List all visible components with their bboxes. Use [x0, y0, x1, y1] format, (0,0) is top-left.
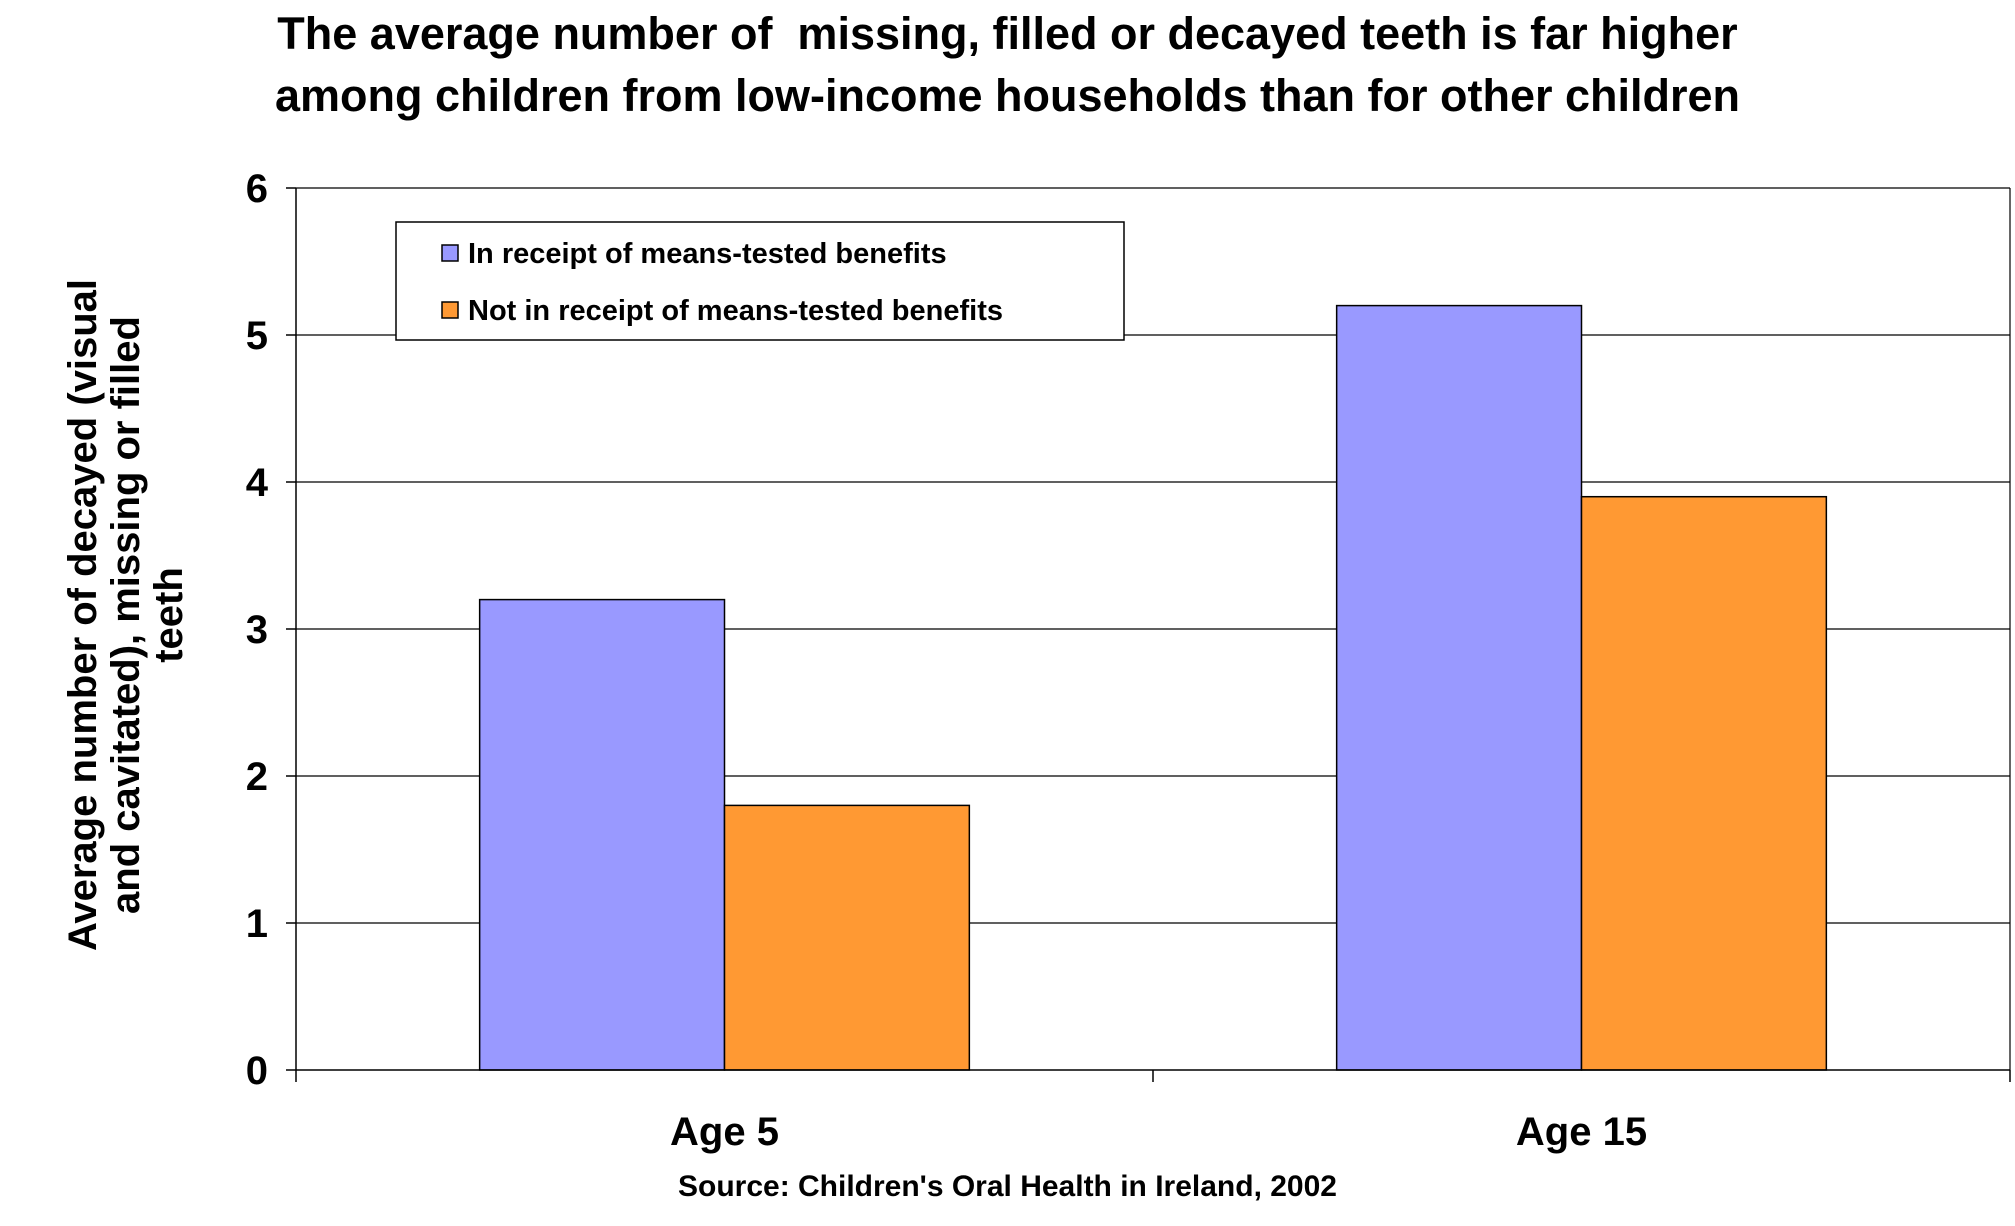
y-tick-label-5: 5	[246, 314, 268, 358]
y-tick-label-2: 2	[246, 755, 268, 799]
legend-label-series-1: In receipt of means-tested benefits	[468, 238, 947, 270]
x-tick-label-age-15: Age 15	[1516, 1110, 1647, 1154]
axes	[286, 187, 2011, 1082]
y-axis-label-line-2: and cavitated), missing or filled	[104, 316, 148, 914]
y-axis-label-line-3: teeth	[147, 567, 191, 663]
x-tick-label-age-5: Age 5	[670, 1110, 779, 1154]
bar-2-age-15	[1580, 495, 1828, 1071]
bars	[478, 304, 1828, 1071]
bar-chart: 0 1 2 3 4 5 6 Age 5 Age 15 Average number of de…	[61, 167, 2011, 1154]
legend-swatch-series-2	[441, 301, 459, 319]
chart-title-line-1: The average number of missing, filled or…	[277, 8, 1738, 59]
legend: In receipt of means-tested benefits Not …	[395, 221, 1125, 341]
y-tick-label-1: 1	[246, 902, 268, 946]
y-tick-label-3: 3	[246, 608, 268, 652]
legend-swatch-series-1	[441, 244, 459, 262]
legend-label-series-2: Not in receipt of means-tested benefits	[468, 295, 1003, 327]
bar-2-age-5	[723, 804, 971, 1071]
y-tick-label-0: 0	[246, 1049, 268, 1093]
chart-source-note: Source: Children's Oral Health in Irelan…	[677, 1170, 1337, 1203]
y-axis-label: Average number of decayed (visual and ca…	[61, 279, 191, 951]
y-tick-label-4: 4	[246, 461, 269, 505]
bar-1-age-5	[478, 598, 726, 1071]
x-tick-labels: Age 5 Age 15	[670, 1110, 1647, 1154]
y-tick-label-6: 6	[246, 167, 268, 211]
y-tick-labels: 0 1 2 3 4 5 6	[246, 167, 269, 1093]
legend-frame	[395, 221, 1125, 341]
bar-1-age-15	[1335, 304, 1583, 1071]
chart-title-line-2: among children from low-income household…	[274, 70, 1741, 121]
y-axis-label-line-1: Average number of decayed (visual	[61, 279, 105, 951]
